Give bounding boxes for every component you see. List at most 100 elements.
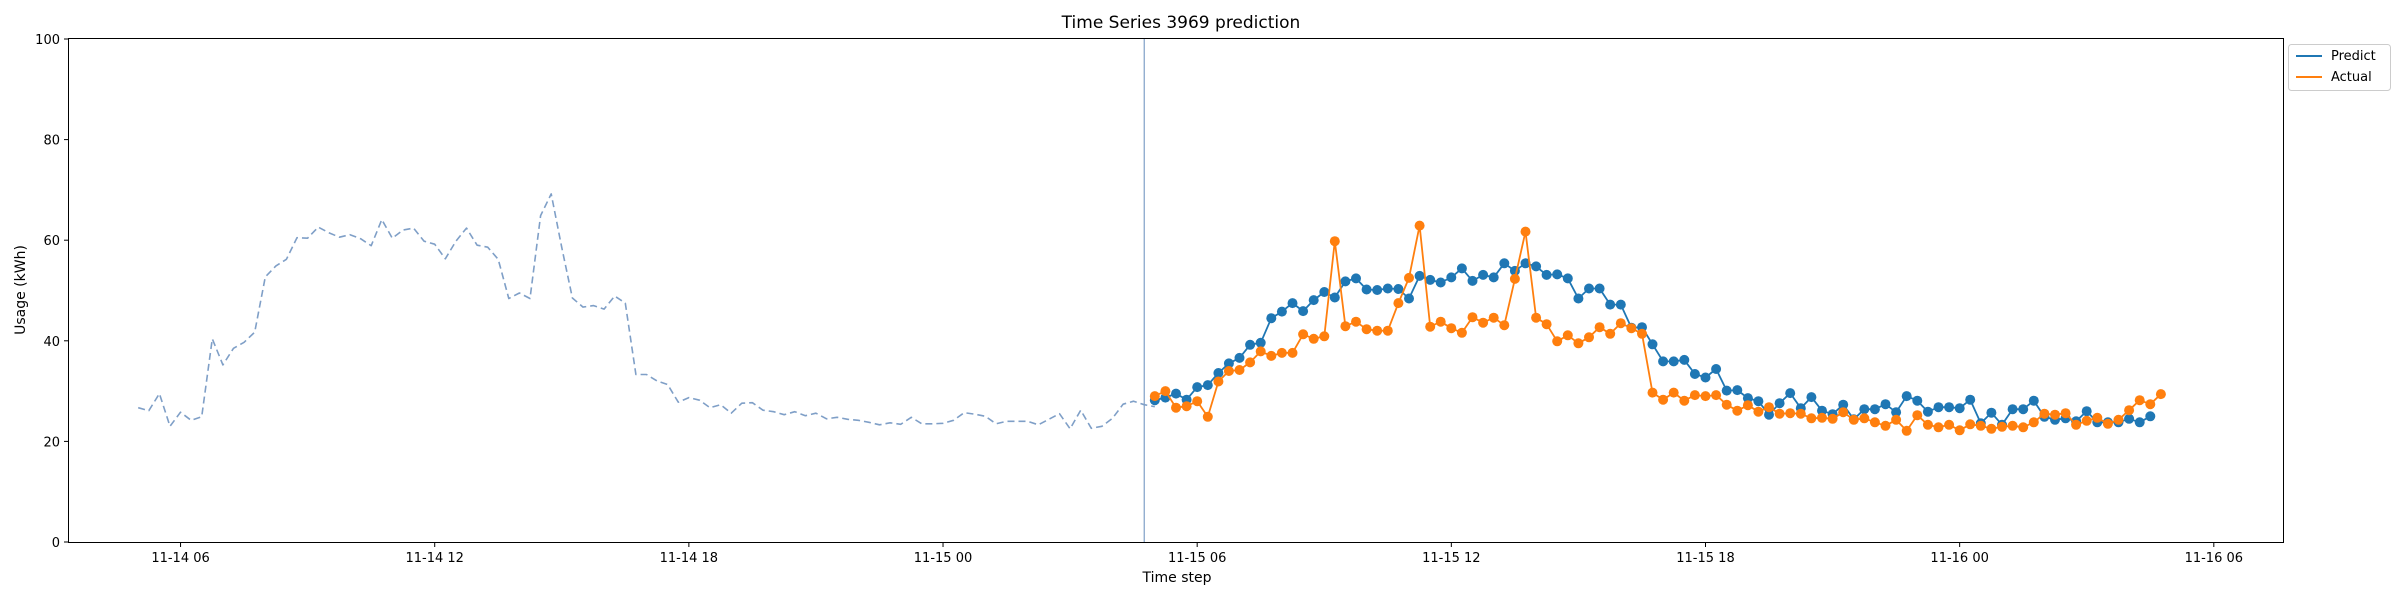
predict-point <box>1478 269 1489 280</box>
y-tick-label: 20 <box>43 435 60 450</box>
predict-point <box>1944 402 1955 413</box>
actual-point <box>1414 220 1425 231</box>
x-tick-label: 11-15 12 <box>1422 551 1480 566</box>
actual-point <box>2155 389 2166 400</box>
actual-point <box>1372 325 1383 336</box>
predict-point <box>1255 337 1266 348</box>
predict-point <box>1658 356 1669 367</box>
actual-point <box>1700 391 1711 402</box>
actual-point <box>1605 328 1616 339</box>
actual-point <box>1721 399 1732 410</box>
actual-point <box>1446 323 1457 334</box>
predict-point <box>1499 258 1510 269</box>
actual-point <box>1287 347 1298 358</box>
actual-point <box>1997 421 2007 432</box>
x-tick-label: 11-15 00 <box>914 551 972 566</box>
plot-series <box>137 39 2166 542</box>
actual-point <box>1848 414 1859 425</box>
predict-point <box>2145 411 2156 422</box>
predict-point <box>1573 293 1584 304</box>
predict-point <box>1467 275 1478 286</box>
x-tick-label: 11-15 06 <box>1168 551 1226 566</box>
actual-point <box>1880 420 1891 431</box>
predict-point <box>1488 272 1499 283</box>
actual-point <box>1308 333 1319 344</box>
legend-actual-label: Actual <box>2331 70 2372 85</box>
predict-point <box>1912 395 1923 406</box>
actual-point <box>1626 323 1637 334</box>
actual-point <box>1922 419 1933 430</box>
actual-point <box>1149 391 1160 402</box>
actual-point <box>1255 346 1266 357</box>
predict-point <box>1404 293 1414 304</box>
actual-point <box>1658 394 1669 405</box>
actual-point <box>1171 402 1181 413</box>
predict-point <box>1689 369 1700 379</box>
predict-point <box>1562 273 1573 284</box>
actual-point <box>1382 325 1393 336</box>
actual-point <box>1404 272 1414 283</box>
predict-point <box>1584 283 1594 294</box>
actual-point <box>1817 412 1827 423</box>
actual-point <box>1435 316 1446 327</box>
actual-point <box>1213 376 1224 387</box>
actual-point <box>1223 366 1234 376</box>
predict-point <box>1880 399 1891 410</box>
predict-point <box>2007 404 2018 415</box>
actual-point <box>1869 417 1880 428</box>
actual-point <box>1298 329 1309 340</box>
x-tick-label: 11-14 18 <box>660 551 718 566</box>
predict-point <box>1171 388 1181 399</box>
actual-point <box>1827 413 1838 424</box>
predict-point <box>1552 269 1563 280</box>
predict-point <box>1785 388 1796 399</box>
predict-point <box>1838 399 1849 410</box>
predict-point <box>1213 368 1224 378</box>
actual-point <box>1594 322 1605 333</box>
actual-point <box>1478 317 1489 328</box>
actual-point <box>1488 312 1499 323</box>
predict-point <box>1605 299 1616 310</box>
actual-point <box>1753 406 1764 417</box>
chart-title: Time Series 3969 prediction <box>1061 13 1301 33</box>
actual-point <box>1975 420 1986 431</box>
predict-point <box>1319 287 1330 297</box>
actual-point <box>1806 413 1817 424</box>
predict-point <box>1520 258 1531 269</box>
predict-point <box>1764 409 1774 420</box>
actual-point <box>1901 425 1912 436</box>
actual-point <box>2050 409 2060 420</box>
predict-point <box>1541 269 1552 280</box>
actual-point <box>1912 410 1923 421</box>
predict-point <box>1859 404 1870 415</box>
predict-point <box>1615 299 1626 310</box>
actual-point <box>1573 338 1584 349</box>
predict-point <box>1774 398 1785 409</box>
predict-point <box>1414 270 1425 281</box>
x-tick-label: 11-15 18 <box>1676 551 1734 566</box>
predict-point <box>1922 406 1933 417</box>
actual-point <box>1668 387 1679 398</box>
actual-point <box>1393 298 1404 309</box>
actual-point <box>1764 402 1774 413</box>
predict-point <box>2124 413 2135 424</box>
actual-point <box>1425 321 1436 332</box>
actual-point <box>1531 312 1542 323</box>
actual-point <box>1637 328 1647 339</box>
actual-point <box>1266 350 1277 361</box>
actual-point <box>1329 236 1340 247</box>
predict-point <box>1276 306 1287 317</box>
predict-point <box>1594 283 1605 294</box>
actual-point <box>1351 316 1361 327</box>
predict-point <box>1711 364 1722 374</box>
predict-point <box>2018 404 2029 415</box>
actual-point <box>1361 324 1372 335</box>
predict-point <box>1679 354 1690 365</box>
y-axis-label: Usage (kWh) <box>13 245 29 335</box>
predict-point <box>1329 292 1340 303</box>
actual-point <box>1732 405 1743 416</box>
history-series-line <box>137 193 1155 430</box>
actual-point <box>1711 390 1722 401</box>
